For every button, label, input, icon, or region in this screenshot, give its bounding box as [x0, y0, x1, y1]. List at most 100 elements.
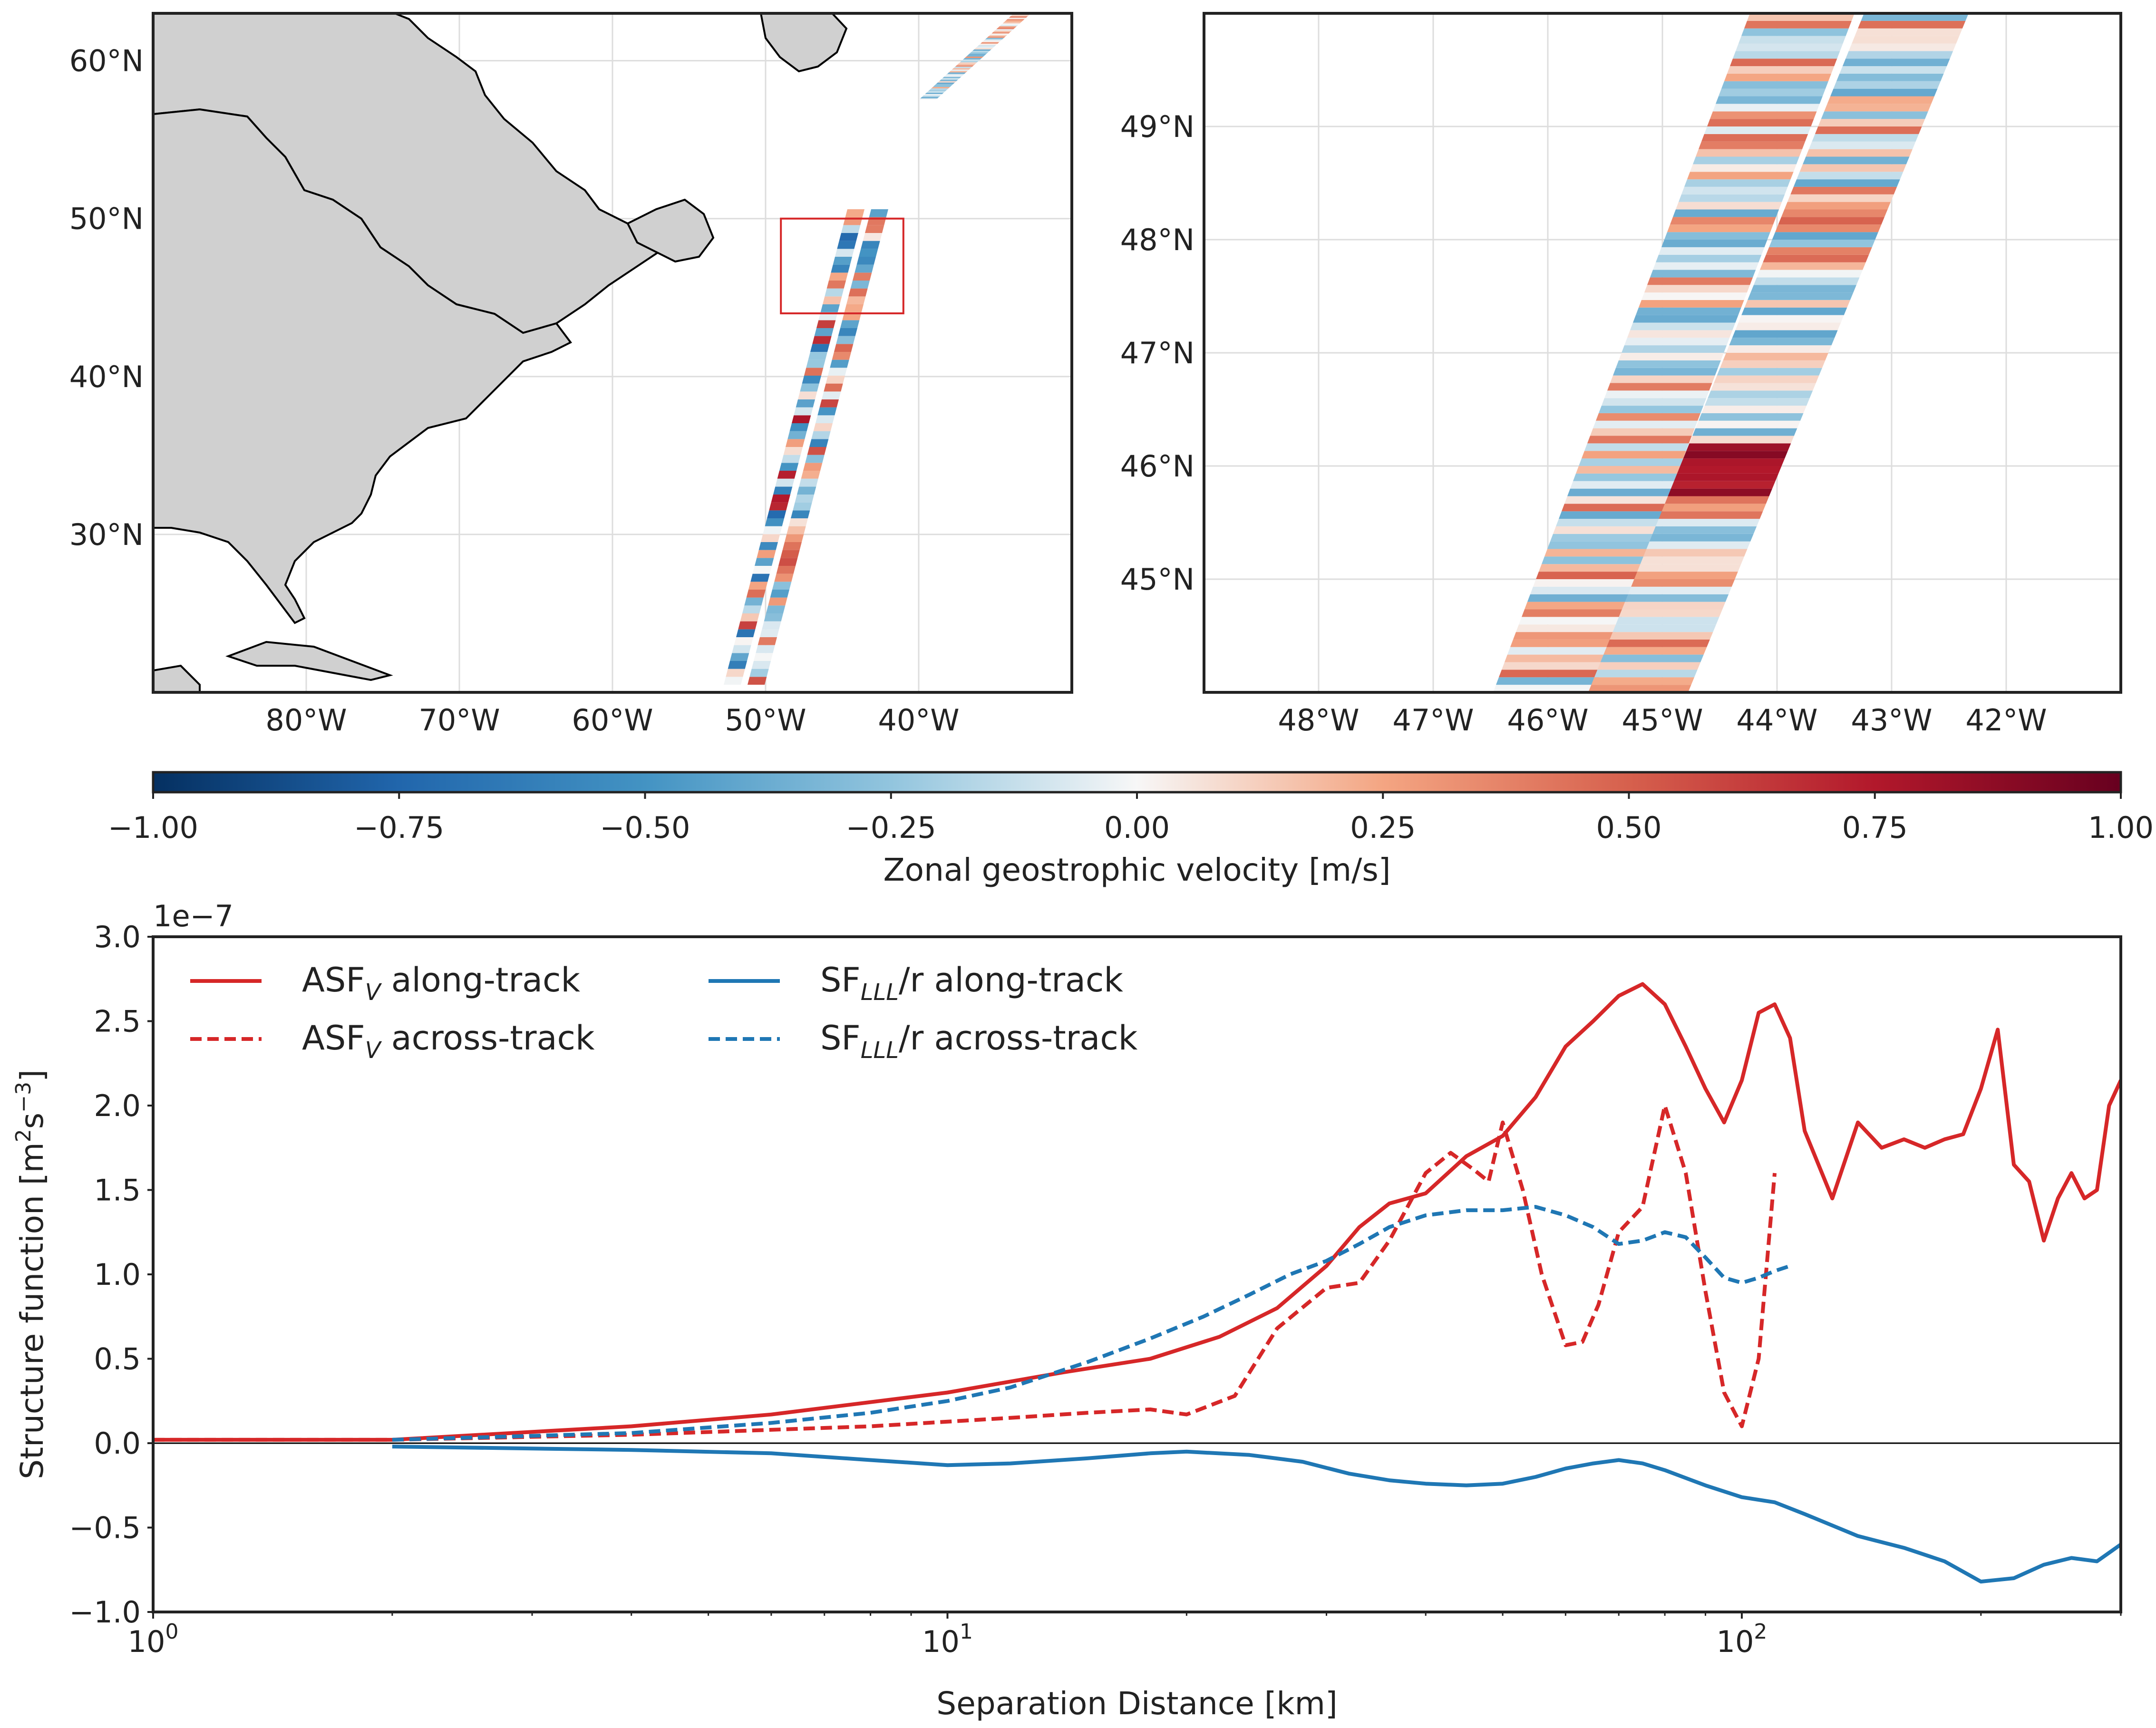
- swath-segment: [1754, 277, 1860, 285]
- swath-segment: [1006, 19, 1025, 21]
- swath-segment: [1627, 330, 1733, 338]
- swath-segment: [933, 85, 952, 87]
- swath-segment: [1812, 134, 1919, 142]
- land-newfoundland: [626, 198, 715, 263]
- swath-segment: [758, 637, 777, 645]
- swath-segment: [1591, 677, 1695, 685]
- swath-segment: [1684, 179, 1791, 187]
- swath-segment: [1610, 632, 1713, 640]
- swath-segment: [825, 288, 844, 297]
- lon-tick-label: 60°W: [572, 703, 653, 738]
- swath-segment: [1687, 172, 1794, 180]
- swath-segment: [966, 55, 985, 57]
- swath-segment: [768, 597, 787, 606]
- swath-segment: [1606, 639, 1710, 647]
- swath-segment: [804, 368, 824, 376]
- swath-segment: [756, 645, 775, 653]
- swath-segment: [1668, 488, 1772, 496]
- swath-segment: [1007, 18, 1026, 19]
- swath-segment: [826, 281, 846, 289]
- swath-segment: [796, 399, 815, 408]
- swath-segment: [1861, 13, 1969, 21]
- swath-segment: [1610, 375, 1715, 383]
- swath-segment: [1652, 526, 1757, 534]
- swath-segment: [762, 621, 781, 630]
- swath-segment: [1670, 217, 1776, 225]
- swath-segment: [1693, 156, 1799, 165]
- swath-segment: [829, 272, 848, 281]
- lat-tick-label: 50°N: [69, 202, 144, 236]
- swath-segment: [1603, 647, 1707, 655]
- swath-segment: [983, 39, 1002, 41]
- swath-segment: [1661, 504, 1766, 512]
- legend-entry: SFLLL/r across-track: [820, 1019, 1138, 1064]
- swath-segment: [1741, 307, 1847, 315]
- swath-segment: [1547, 541, 1651, 549]
- swath-segment: [1799, 164, 1906, 172]
- swath-segment: [732, 645, 751, 653]
- swath-segment: [1708, 390, 1813, 398]
- swath-segment: [771, 495, 790, 503]
- swath-segment: [1622, 345, 1727, 353]
- swath-segment: [781, 455, 801, 463]
- swath-segment: [1714, 375, 1819, 383]
- swath-segment: [1573, 473, 1678, 481]
- swath-segment: [863, 233, 882, 241]
- swath-segment: [1736, 43, 1843, 51]
- swath-segment: [819, 399, 839, 408]
- zoom-map: 48°W 47°W 46°W 45°W 44°W 43°W 42°W 45°N 46°N 47°N…: [1120, 12, 2122, 738]
- swath-segment: [1839, 66, 1947, 74]
- zoom-map-frame: [1203, 12, 2122, 694]
- swath-segment: [922, 95, 941, 97]
- swath-segment: [752, 566, 772, 574]
- swath-segment: [1738, 315, 1844, 323]
- swath-segment: [809, 439, 829, 447]
- zoom-map-swaths: [1493, 13, 1969, 692]
- swath-segment: [1622, 602, 1726, 610]
- swath-segment: [785, 534, 804, 542]
- swath-segment: [823, 296, 842, 304]
- swath-segment: [1647, 277, 1753, 285]
- swath-segment: [780, 550, 800, 558]
- swath-segment: [1704, 398, 1810, 406]
- swath-segment: [972, 49, 991, 51]
- swath-segment: [1522, 609, 1625, 617]
- overview-map-ticks: 80°W 70°W 60°W 50°W 40°W 30°N 40°N 50°N 60°N: [69, 44, 960, 738]
- plot-series: [153, 982, 2121, 1584]
- colorbar-gradient: [152, 771, 2122, 794]
- swath-segment: [1542, 556, 1645, 564]
- swath-segment: [1858, 20, 1966, 29]
- swath-segment: [1625, 594, 1729, 602]
- y-tick-label: 1.0: [94, 1257, 141, 1292]
- lon-tick-label: 47°W: [1392, 703, 1474, 738]
- swath-segment: [936, 82, 955, 84]
- swath-segment: [742, 605, 762, 613]
- swath-segment: [987, 36, 1006, 38]
- swath-segment: [761, 534, 780, 542]
- swath-segment: [1643, 549, 1748, 557]
- swath-segment: [1784, 202, 1891, 210]
- swath-segment: [1842, 58, 1950, 67]
- swath-segment: [1636, 307, 1741, 315]
- swath-segment: [1655, 519, 1760, 526]
- swath-segment: [1674, 473, 1779, 481]
- swath-segment: [1830, 88, 1938, 97]
- swath-segment: [1665, 496, 1769, 504]
- swath-segment: [794, 407, 813, 416]
- swath-segment: [1649, 534, 1754, 542]
- colorbar-tick-label: −0.25: [846, 810, 936, 845]
- colorbar-label: Zonal geostrophic velocity [m/s]: [883, 852, 1390, 888]
- swath-segment: [993, 30, 1012, 32]
- swath-segment: [982, 40, 1001, 42]
- swath-segment: [1009, 16, 1028, 18]
- swath-segment: [1659, 511, 1763, 519]
- swath-segment: [1576, 466, 1680, 474]
- land-usa: [153, 108, 573, 624]
- swath-segment: [744, 597, 764, 606]
- swath-segment: [1710, 111, 1817, 119]
- swath-segment: [979, 43, 998, 45]
- swath-segment: [968, 53, 987, 55]
- swath-segment: [1616, 617, 1719, 625]
- swath-segment: [1763, 254, 1869, 262]
- swath-segment: [1721, 81, 1828, 89]
